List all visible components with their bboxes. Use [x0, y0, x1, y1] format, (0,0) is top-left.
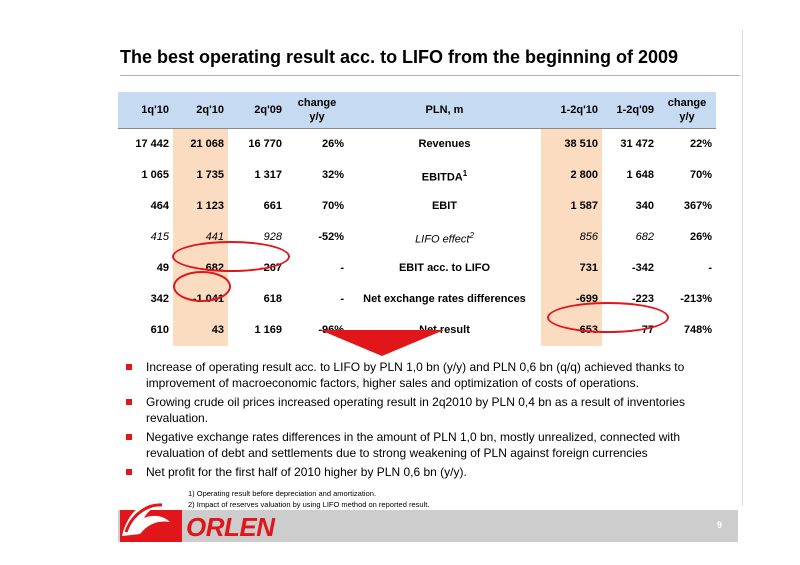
metric-label: EBIT: [431, 200, 458, 212]
cell-change-h: -213%: [680, 293, 712, 305]
cell-1q10: 464: [150, 200, 169, 212]
cell-1-2q10: 731: [541, 253, 602, 284]
cell-change-h: 748%: [683, 324, 712, 336]
header-change-h-line1: change: [667, 97, 707, 109]
footnote-1: 1) Operating result before depreciation …: [188, 489, 377, 498]
metric-label: Net exchange rates differences: [363, 293, 526, 305]
cell-2q10: 43: [173, 315, 228, 346]
cell-change-q: -: [340, 293, 344, 305]
col-header-1-2q09: 1-2q'09: [602, 92, 658, 129]
footnote-2: 2) Impact of reserves valuation by using…: [188, 500, 430, 509]
cell-metric: EBIT: [348, 191, 541, 222]
bullet-square-icon: [126, 434, 132, 440]
cell-1-2q10: 2 800: [541, 160, 602, 191]
table-row: 1 065 1 735 1 317 32% EBITDA1 2 800 1 648 70%: [118, 160, 716, 191]
metric-label: EBITDA: [421, 171, 463, 184]
col-header-1q10: 1q'10: [118, 92, 173, 129]
cell-change-q: 70%: [321, 200, 344, 212]
cell-1-2q09: -342: [631, 262, 654, 274]
orlen-logo: ORLEN: [114, 488, 284, 548]
table-header-row: 1q'10 2q'10 2q'09 change y/y PLN, m 1-2q'…: [118, 92, 716, 129]
bullet-item: Negative exchange rates differences in t…: [124, 430, 714, 461]
cell-2q09: 16 770: [228, 128, 286, 160]
bullet-item: Net profit for the first half of 2010 hi…: [124, 465, 714, 481]
cell-2q09: 1 169: [254, 324, 282, 336]
cell-1-2q10: 856: [541, 222, 602, 253]
bullet-item: Growing crude oil prices increased opera…: [124, 395, 714, 426]
cell-change-q: 32%: [321, 169, 344, 181]
cell-2q09: 618: [263, 293, 282, 305]
metric-label: EBIT acc. to LIFO: [398, 262, 491, 274]
col-header-2q10: 2q'10: [173, 92, 228, 129]
col-header-metric: PLN, m: [348, 92, 541, 129]
cell-metric: Net exchange rates differences: [348, 284, 541, 315]
bullet-text: Negative exchange rates differences in t…: [146, 430, 681, 460]
footnote-marker: 1: [462, 168, 468, 178]
header-change-line1: change: [297, 97, 337, 109]
eagle-logo-icon: [120, 500, 182, 542]
bullet-text: Net profit for the first half of 2010 hi…: [146, 465, 467, 479]
cell-1-2q09: 31 472: [602, 128, 658, 160]
col-header-change-h: change y/y: [658, 92, 716, 129]
cell-change-h: 367%: [683, 200, 712, 212]
footer-bar: 9: [118, 510, 738, 542]
col-header-1-2q10: 1-2q'10: [541, 92, 602, 129]
cell-1-2q10: 1 587: [541, 191, 602, 222]
bullet-square-icon: [126, 469, 132, 475]
cell-change-q: -: [340, 262, 344, 274]
cell-1q10: 342: [150, 293, 169, 305]
cell-change-q: 26%: [286, 128, 348, 160]
down-arrow-icon: [320, 330, 444, 356]
cell-2q10: 21 068: [173, 128, 228, 160]
col-header-change-q: change y/y: [286, 92, 348, 129]
slide-title: The best operating result acc. to LIFO f…: [120, 47, 679, 67]
cell-1-2q09: 340: [635, 200, 654, 212]
right-guide-line: [742, 30, 743, 505]
bullet-text: Increase of operating result acc. to LIF…: [146, 360, 685, 390]
bullet-list: Increase of operating result acc. to LIF…: [124, 360, 714, 485]
cell-metric: Revenues: [348, 128, 541, 160]
highlight-ellipse-ebit-lifo: [172, 241, 290, 272]
header-change-line2: y/y: [309, 111, 325, 123]
cell-1q10: 49: [156, 262, 169, 274]
footnote-marker: 2: [469, 230, 474, 240]
cell-change-h: 26%: [689, 231, 712, 243]
bullet-square-icon: [126, 364, 132, 370]
highlight-ellipse-fx-2q10: [173, 271, 231, 302]
cell-1q10: 610: [150, 324, 169, 336]
cell-2q10: 1 123: [173, 191, 228, 222]
title-divider: [120, 75, 740, 76]
table-row: 464 1 123 661 70% EBIT 1 587 340 367%: [118, 191, 716, 222]
cell-1-2q10: 38 510: [541, 128, 602, 160]
bullet-text: Growing crude oil prices increased opera…: [146, 395, 685, 425]
cell-change-h: 22%: [658, 128, 716, 160]
cell-2q10: 1 735: [173, 160, 228, 191]
cell-1q10: 17 442: [118, 128, 173, 160]
cell-1-2q09: 682: [635, 231, 654, 243]
cell-1-2q09: -223: [631, 293, 654, 305]
bullet-item: Increase of operating result acc. to LIF…: [124, 360, 714, 391]
col-header-2q09: 2q'09: [228, 92, 286, 129]
page-number: 9: [716, 520, 722, 530]
cell-2q09: 1 317: [254, 169, 282, 181]
cell-change-q: -52%: [318, 231, 344, 243]
cell-metric: LIFO effect2: [348, 222, 541, 253]
highlight-ellipse-net-result-h1: [547, 302, 669, 333]
cell-1-2q09: 1 648: [626, 169, 654, 181]
logo-wordmark: ORLEN: [186, 512, 275, 542]
cell-metric: EBIT acc. to LIFO: [348, 253, 541, 284]
header-change-h-line2: y/y: [679, 111, 695, 123]
cell-1q10: 1 065: [141, 169, 169, 181]
metric-label: Revenues: [418, 138, 471, 150]
footnotes: 1) Operating result before depreciation …: [188, 488, 429, 510]
cell-1q10: 415: [150, 231, 169, 243]
cell-2q09: 928: [263, 231, 282, 243]
cell-change-h: -: [708, 262, 712, 274]
cell-metric: EBITDA1: [348, 160, 541, 191]
table-row: 17 442 21 068 16 770 26% Revenues 38 510 31 47…: [118, 128, 716, 160]
metric-label: LIFO effect: [415, 233, 470, 246]
cell-2q09: 661: [263, 200, 282, 212]
bullet-square-icon: [126, 399, 132, 405]
cell-change-h: 70%: [689, 169, 712, 181]
